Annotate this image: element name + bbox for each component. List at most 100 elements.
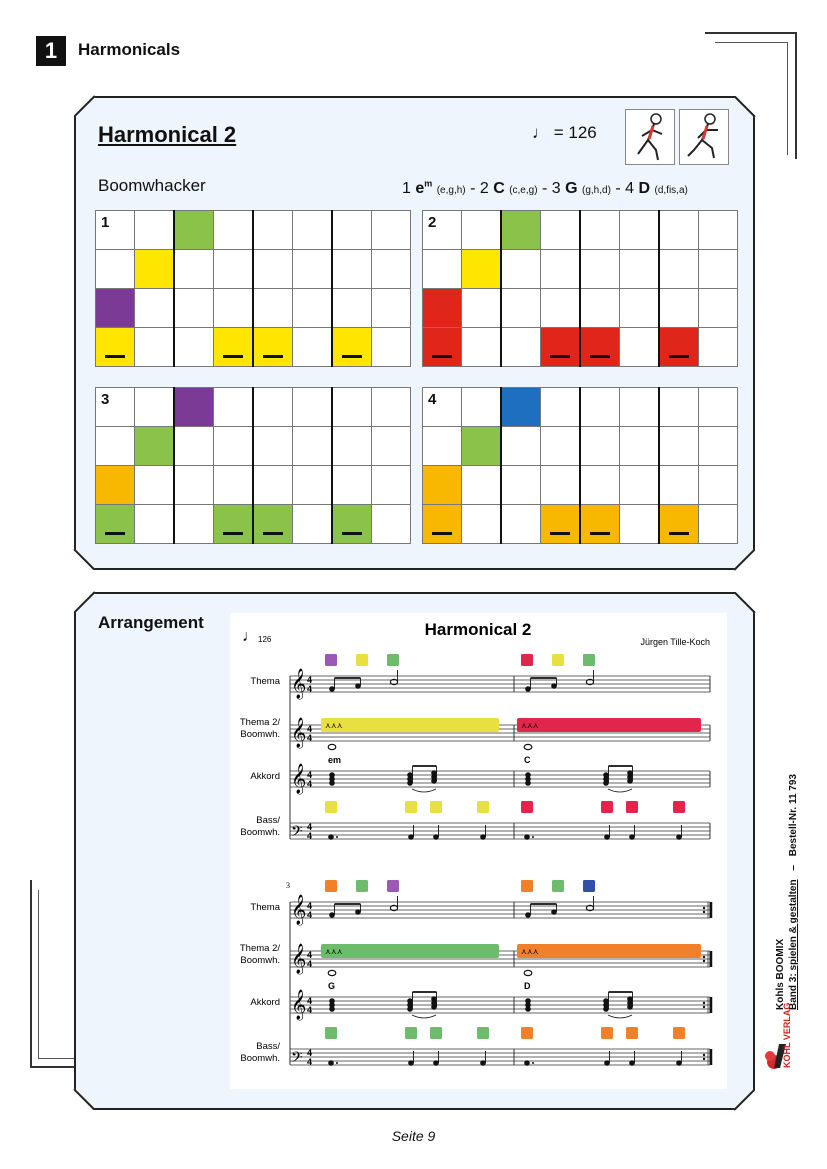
treble-clef-icon: 𝄞 [291,943,306,975]
note-head [525,686,531,692]
grid-cell: 3 [95,387,135,427]
trill-mark: ⋏⋏⋏ [521,721,539,730]
grid-cell [698,249,738,289]
time-signature: 4 [307,779,312,789]
chord-legend-item: - 2 C (c,e,g) [465,180,538,198]
card-title: Harmonical 2 [98,122,237,147]
staff-label: Bass/ [256,1041,280,1052]
grid-cell [95,426,135,466]
repeat-dot [702,1005,706,1009]
boomwhacker-color [626,1027,638,1039]
treble-clef-icon: 𝄞 [291,668,306,700]
staff-label: Boomwh. [240,729,280,740]
note-head [604,1060,610,1066]
note-head [525,780,531,786]
sustain-dash [432,532,452,535]
note-head [407,772,413,778]
time-signature: 4 [307,724,312,734]
grid-cell [331,210,372,250]
grid-cell [540,465,581,505]
sustain-dash [590,355,610,358]
boomwhacker-color [405,801,417,813]
boomwhacker-color [521,1027,533,1039]
grid-cell [292,426,333,466]
rhythm-grid-4: 4 [422,387,738,544]
note-head [407,1006,413,1012]
repeat-dot [702,910,706,914]
grid-cell [500,465,541,505]
grid-cell [252,288,293,328]
grid-cell [619,426,660,466]
trill-mark: ⋏⋏⋏ [325,947,343,956]
grid-cell [331,465,372,505]
note-head [408,834,414,840]
grid-cell [658,210,699,250]
grid-cell [173,465,214,505]
grid-cell [331,426,372,466]
time-signature: 4 [307,959,312,969]
page-number: Seite 9 [391,1128,436,1144]
staff-label: Boomwh. [240,1053,280,1064]
instrument-label: Boomwhacker [98,176,206,195]
grid-cell [252,504,293,544]
staff-label: Akkord [250,997,280,1008]
note-head [551,683,557,689]
boomwhacker-color [387,654,399,666]
boomwhacker-color [477,1027,489,1039]
grid-cell [134,327,175,367]
bass-clef-icon: 𝄢 [291,1049,303,1069]
grid-cell [579,288,620,328]
rhythm-grid-2: 2 [422,210,738,367]
tie [411,1014,437,1019]
note-head [525,1006,531,1012]
grid-cell [134,249,175,289]
grid-cell [698,426,738,466]
sustain-dash [669,355,689,358]
repeat-dot [702,1057,706,1061]
note-head [523,969,533,977]
boomwhacker-color [325,1027,337,1039]
grid-cell [213,288,254,328]
grid-number: 1 [101,214,110,231]
boomwhacker-color [673,1027,685,1039]
grid-cell [540,426,581,466]
treble-clef-icon: 𝄞 [291,894,306,926]
grid-cell [658,249,699,289]
time-signature: 4 [307,910,312,920]
grid-cell [461,387,502,427]
repeat-dot [702,1053,706,1057]
grid-cell [500,249,541,289]
rhythm-grid-3: 3 [95,387,411,544]
grid-number: 2 [428,214,437,231]
grid-cell [292,465,333,505]
grid-cell [134,426,175,466]
sustain-bar [517,718,701,732]
grid-cell [292,387,333,427]
grid-cell [213,504,254,544]
order-number: Bestell-Nr. 11 793 [788,774,799,857]
chord-name: em [328,755,341,765]
boomwhacker-color [325,654,337,666]
boomwhacker-color [387,880,399,892]
note-head [329,1006,335,1012]
volume-name: Band 3: spielen & gestalten [788,879,799,1010]
grid-cell: 2 [422,210,462,250]
staff-label: Boomwh. [240,955,280,966]
note-head [627,996,633,1002]
grid-cell [213,426,254,466]
note-head [627,770,633,776]
chord-name: C [524,755,531,765]
grid-cell [540,210,581,250]
grid-cell [500,327,541,367]
note-head [603,998,609,1004]
grid-cell [292,327,333,367]
note-head [525,1002,531,1008]
running-figure-icon [679,109,729,165]
grid-cell [461,249,502,289]
time-signature: 4 [307,675,312,685]
chord-legend: 1 em (e,g,h) - 2 C (c,e,g) - 3 G (g,h,d)… [402,179,688,198]
grid-cell [213,249,254,289]
note-head [433,834,439,840]
grid-cell [252,249,293,289]
note-head [524,1060,530,1066]
